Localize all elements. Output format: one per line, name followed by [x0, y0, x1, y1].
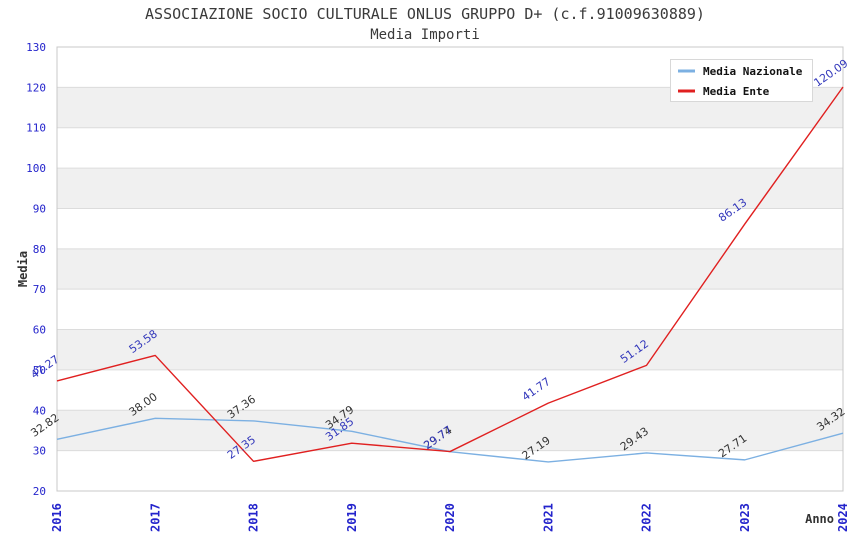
- x-tick-label: 2019: [345, 503, 359, 532]
- data-label: 41.77: [520, 375, 553, 404]
- band-70-80: [57, 248, 843, 290]
- y-tick-label: 70: [33, 283, 46, 296]
- x-tick-label: 2021: [541, 503, 555, 532]
- y-tick-label: 130: [26, 41, 46, 54]
- legend: Media Nazionale Media Ente: [670, 59, 813, 102]
- band-90-100: [57, 168, 843, 209]
- x-tick-label: 2018: [247, 503, 261, 532]
- chart-title: ASSOCIAZIONE SOCIO CULTURALE ONLUS GRUPP…: [145, 5, 705, 23]
- y-tick-label: 100: [26, 162, 46, 175]
- legend-label-media-nazionale: Media Nazionale: [703, 65, 803, 78]
- y-tick-label: 120: [26, 81, 46, 94]
- plot-area-border: [56, 46, 844, 492]
- y-tick-label: 40: [33, 404, 46, 417]
- y-tick-label: 60: [33, 324, 46, 337]
- legend-box: [670, 59, 813, 102]
- line-media-ente: [56, 86, 844, 463]
- legend-label-media-ente: Media Ente: [703, 85, 770, 98]
- x-tick-label: 2024: [836, 503, 850, 532]
- series-lines: [56, 86, 844, 463]
- y-tick-label: 90: [33, 202, 46, 215]
- y-axis-title: Media: [16, 251, 30, 287]
- x-axis-ticks: 2016 2017 2018 2019 2020 2021 2022 2023 2024: [50, 503, 850, 532]
- y-tick-label: 80: [33, 243, 46, 256]
- y-tick-label: 30: [33, 445, 46, 458]
- y-tick-label: 50: [33, 364, 46, 377]
- x-tick-label: 2023: [738, 503, 752, 532]
- x-tick-label: 2020: [443, 503, 457, 532]
- x-tick-label: 2022: [640, 503, 654, 532]
- x-tick-label: 2016: [50, 503, 64, 532]
- data-label: 120.09: [811, 57, 850, 90]
- x-axis-title: Anno: [805, 512, 834, 526]
- band-50-60: [57, 329, 843, 370]
- chart-subtitle: Media Importi: [370, 27, 480, 43]
- y-tick-label: 20: [33, 485, 46, 498]
- y-tick-label: 110: [26, 122, 46, 135]
- x-tick-label: 2017: [148, 503, 162, 532]
- y-axis-ticks: 20 30 40 50 60 70 80 90 100 110 120 130: [26, 41, 46, 498]
- plot-border: [56, 46, 844, 492]
- band-30-40: [57, 410, 843, 451]
- plot-bands: [57, 87, 843, 451]
